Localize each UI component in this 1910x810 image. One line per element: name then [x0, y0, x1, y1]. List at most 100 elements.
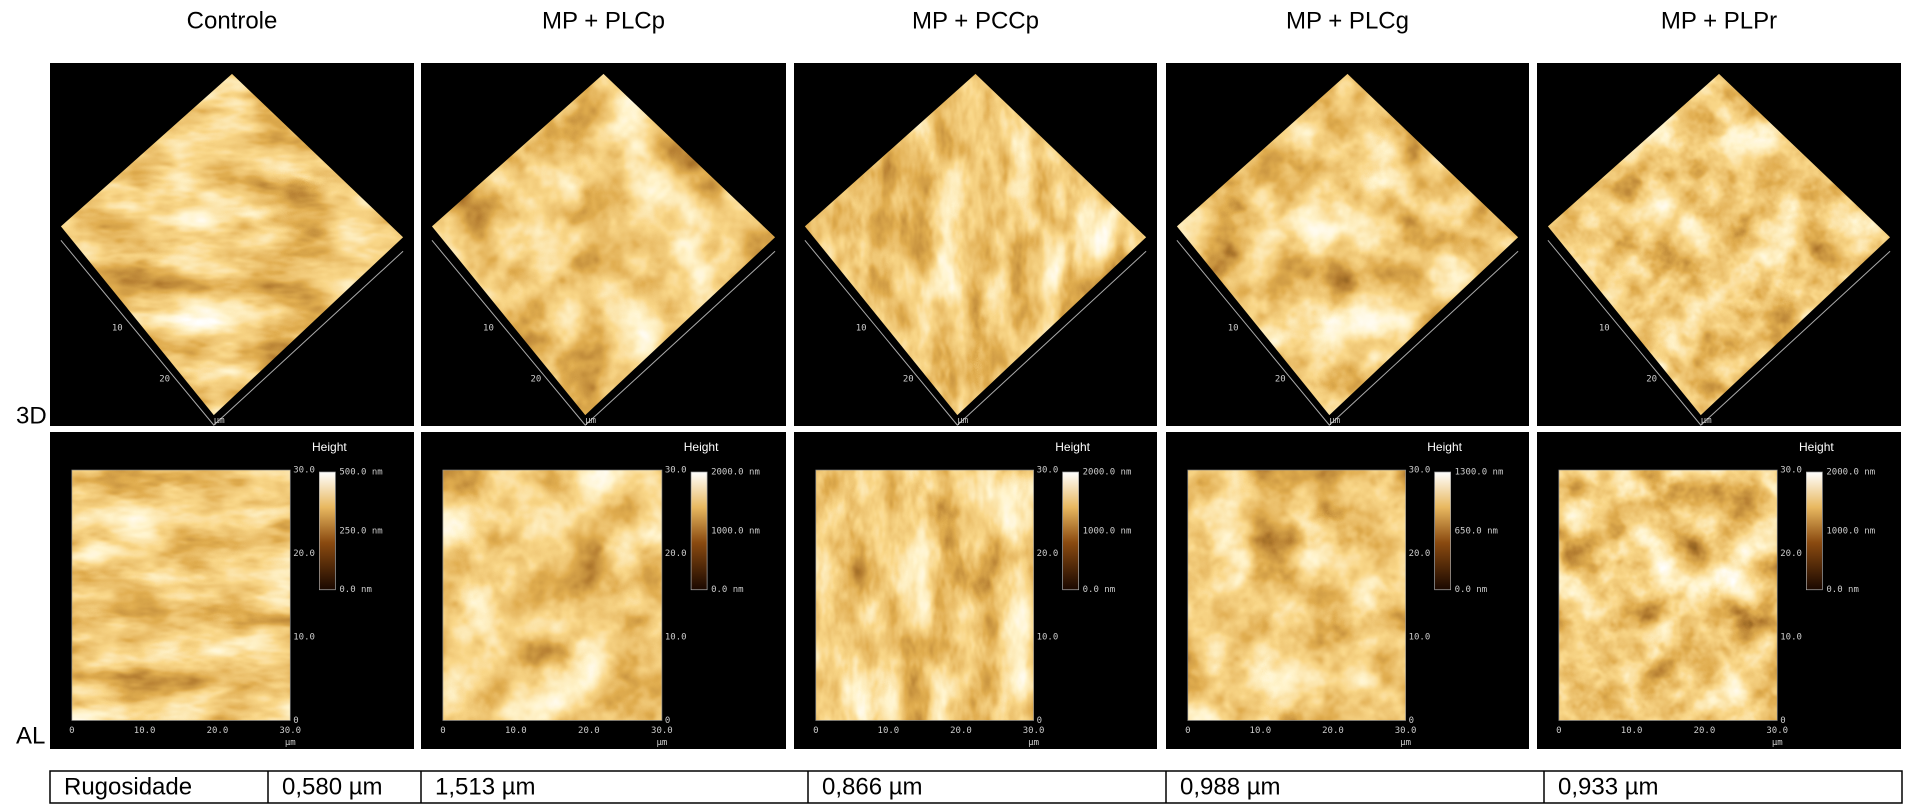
colorbar-label: 250.0 nm	[339, 526, 382, 536]
x-tick-label: 0	[813, 726, 818, 736]
axis-unit-3d: µm	[957, 416, 968, 426]
colorbar	[1435, 472, 1451, 590]
colorbar	[1806, 472, 1822, 590]
y-tick-label: 30.0	[665, 466, 687, 476]
x-tick-label: 0	[1556, 726, 1561, 736]
colorbar-label: 2000.0 nm	[1083, 468, 1132, 478]
axis-unit-3d: µm	[1329, 416, 1340, 426]
x-tick-label: 20.0	[950, 726, 972, 736]
colorbar	[1063, 472, 1079, 590]
figure: Controle 10 20 µm 0 0 10.0 10.0 20.0 20.0 30.0 30.0…	[0, 0, 1910, 805]
y-tick-label: 30.0	[1037, 466, 1059, 476]
x-tick-label: 30.0	[651, 726, 673, 736]
surface-al	[443, 470, 662, 720]
colorbar-label: 650.0 nm	[1455, 526, 1498, 536]
axis-unit-3d: µm	[585, 416, 596, 426]
column-title: MP + PLCg	[1286, 7, 1409, 34]
x-tick-label: 10.0	[505, 726, 527, 736]
y-tick-label: 0	[1037, 716, 1042, 726]
height-label: Height	[1055, 440, 1090, 454]
y-tick-label: 20.0	[665, 549, 687, 559]
colorbar-label: 500.0 nm	[339, 468, 382, 478]
axis-unit-3d: µm	[214, 416, 225, 426]
y-tick-label: 20.0	[1409, 549, 1431, 559]
axis-tick-3d: 10	[483, 323, 494, 333]
x-tick-label: 0	[69, 726, 74, 736]
axis-tick-3d: 10	[1599, 323, 1610, 333]
surface-al	[1188, 470, 1406, 720]
colorbar-label: 0.0 nm	[711, 585, 744, 595]
axis-tick-3d: 10	[1228, 323, 1239, 333]
axis-unit: µm	[1028, 738, 1039, 748]
x-tick-label: 0	[440, 726, 445, 736]
colorbar-label: 0.0 nm	[339, 585, 372, 595]
axis-tick-3d: 20	[1275, 374, 1286, 384]
y-tick-label: 20.0	[1780, 549, 1802, 559]
surface-al	[816, 470, 1034, 720]
x-tick-label: 0	[1185, 726, 1190, 736]
colorbar	[691, 472, 707, 590]
axis-tick-3d: 20	[159, 374, 170, 384]
column-title: MP + PCCp	[912, 7, 1039, 34]
colorbar-label: 1000.0 nm	[1826, 526, 1875, 536]
roughness-value: 0,866 µm	[822, 773, 923, 800]
x-tick-label: 10.0	[1250, 726, 1272, 736]
roughness-value: 0,933 µm	[1558, 773, 1659, 800]
y-tick-label: 20.0	[293, 549, 315, 559]
axis-unit: µm	[656, 738, 667, 748]
x-tick-label: 30.0	[1766, 726, 1788, 736]
axis-tick-3d: 20	[531, 374, 542, 384]
y-tick-label: 0	[665, 716, 670, 726]
column-title: MP + PLCp	[542, 7, 665, 34]
y-tick-label: 10.0	[665, 632, 687, 642]
x-tick-label: 10.0	[878, 726, 900, 736]
height-label: Height	[1427, 440, 1462, 454]
row-label: 3D	[16, 402, 47, 429]
axis-unit: µm	[285, 738, 296, 748]
x-tick-label: 20.0	[1322, 726, 1344, 736]
roughness-value: 0,580 µm	[282, 773, 383, 800]
axis-tick-3d: 20	[903, 374, 914, 384]
colorbar-label: 2000.0 nm	[1826, 468, 1875, 478]
colorbar-label: 0.0 nm	[1826, 585, 1859, 595]
x-tick-label: 30.0	[1395, 726, 1417, 736]
x-tick-label: 20.0	[207, 726, 229, 736]
axis-unit: µm	[1400, 738, 1411, 748]
y-tick-label: 20.0	[1037, 549, 1059, 559]
column-title: Controle	[187, 7, 278, 34]
x-tick-label: 20.0	[578, 726, 600, 736]
colorbar-label: 1300.0 nm	[1455, 468, 1504, 478]
colorbar-label: 2000.0 nm	[711, 468, 760, 478]
colorbar-label: 0.0 nm	[1083, 585, 1116, 595]
height-label: Height	[684, 440, 719, 454]
roughness-value: 0,988 µm	[1180, 773, 1281, 800]
x-tick-label: 30.0	[1023, 726, 1045, 736]
axis-tick-3d: 10	[856, 323, 867, 333]
height-label: Height	[312, 440, 347, 454]
x-tick-label: 10.0	[134, 726, 156, 736]
row-label: AL	[16, 722, 45, 749]
y-tick-label: 0	[1409, 716, 1414, 726]
x-tick-label: 10.0	[1621, 726, 1643, 736]
y-tick-label: 30.0	[293, 466, 315, 476]
colorbar	[319, 472, 335, 590]
surface-al	[72, 470, 290, 720]
height-label: Height	[1799, 440, 1834, 454]
y-tick-label: 30.0	[1780, 466, 1802, 476]
y-tick-label: 10.0	[1780, 632, 1802, 642]
axis-tick-3d: 20	[1646, 374, 1657, 384]
surface-al	[1559, 470, 1777, 720]
x-tick-label: 20.0	[1694, 726, 1716, 736]
y-tick-label: 30.0	[1409, 466, 1431, 476]
y-tick-label: 10.0	[1409, 632, 1431, 642]
colorbar-label: 0.0 nm	[1455, 585, 1488, 595]
y-tick-label: 10.0	[1037, 632, 1059, 642]
axis-unit: µm	[1772, 738, 1783, 748]
colorbar-label: 1000.0 nm	[1083, 526, 1132, 536]
roughness-value: 1,513 µm	[435, 773, 536, 800]
table-header: Rugosidade	[64, 773, 192, 800]
axis-unit-3d: µm	[1701, 416, 1712, 426]
y-tick-label: 0	[293, 716, 298, 726]
y-tick-label: 0	[1780, 716, 1785, 726]
column-title: MP + PLPr	[1661, 7, 1777, 34]
